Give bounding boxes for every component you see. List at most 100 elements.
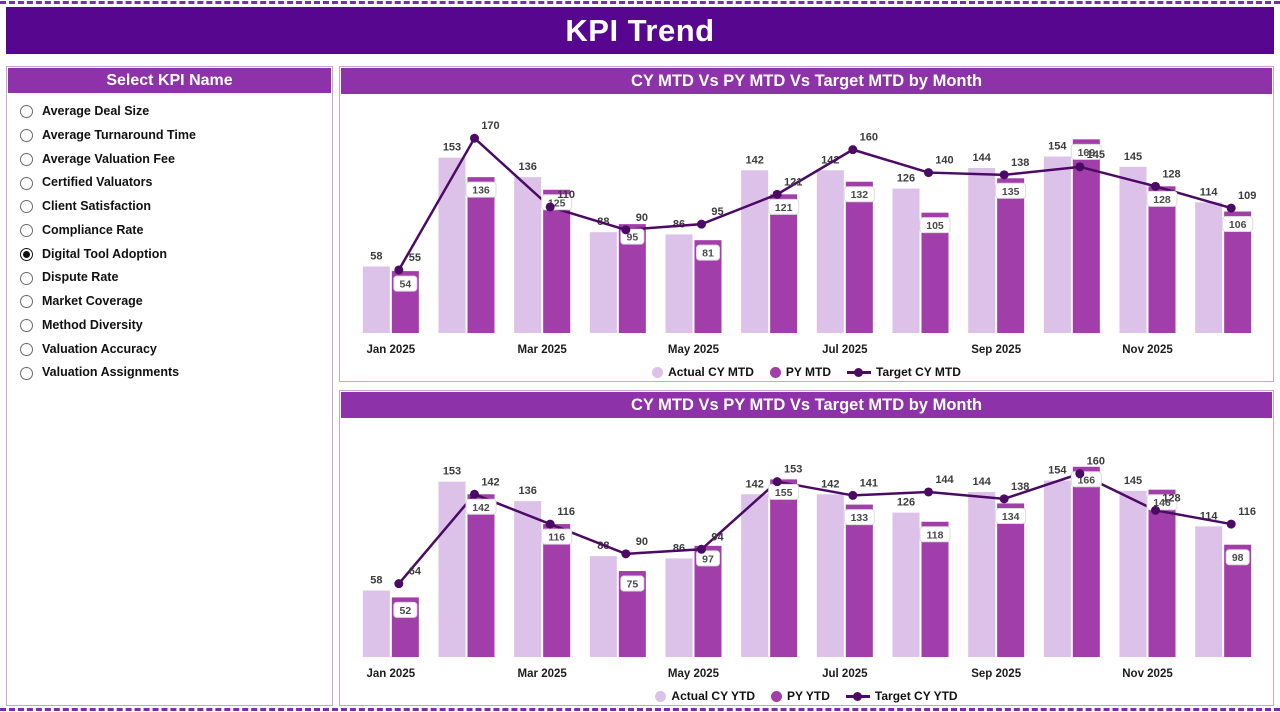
target-marker-4[interactable]: [696, 544, 706, 554]
kpi-option-dispute-rate[interactable]: Dispute Rate: [7, 266, 332, 290]
kpi-option-method-diversity[interactable]: Method Diversity: [7, 314, 332, 338]
x-tick-10: Nov 2025: [1122, 668, 1173, 680]
radio-icon[interactable]: [20, 271, 33, 285]
kpi-option-average-deal-size[interactable]: Average Deal Size: [7, 100, 332, 124]
bar-actual-5[interactable]: [740, 494, 768, 657]
radio-icon[interactable]: [20, 366, 33, 380]
label-target-6: 160: [859, 132, 877, 144]
radio-icon[interactable]: [20, 200, 33, 214]
canvas-selection-border-top: [0, 1, 1280, 4]
bar-py-9[interactable]: [1072, 466, 1100, 657]
target-marker-11[interactable]: [1226, 203, 1236, 213]
label-actual-4: 86: [672, 218, 684, 230]
bar-py-8[interactable]: [996, 178, 1024, 333]
label-py-8: 134: [1001, 511, 1019, 523]
bar-py-8[interactable]: [996, 503, 1024, 657]
radio-icon[interactable]: [20, 342, 33, 356]
chart-body-ytd[interactable]: 58 153 136 88 86 142 142 126 144 154 145 114 52 142 11…: [340, 419, 1273, 683]
bar-actual-8[interactable]: [967, 491, 995, 657]
kpi-option-compliance-rate[interactable]: Compliance Rate: [7, 219, 332, 243]
bar-actual-11[interactable]: [1194, 526, 1222, 657]
target-marker-6[interactable]: [847, 490, 857, 500]
kpi-option-average-turnaround-time[interactable]: Average Turnaround Time: [7, 124, 332, 148]
target-marker-10[interactable]: [1150, 505, 1160, 515]
target-marker-4[interactable]: [696, 219, 706, 229]
radio-icon[interactable]: [20, 152, 33, 166]
kpi-option-certified-valuators[interactable]: Certified Valuators: [7, 171, 332, 195]
bar-py-6[interactable]: [845, 504, 873, 657]
label-actual-10: 145: [1123, 151, 1141, 163]
bar-py-5[interactable]: [769, 479, 797, 657]
target-marker-2[interactable]: [545, 519, 555, 529]
bar-actual-11[interactable]: [1194, 202, 1222, 333]
bar-actual-6[interactable]: [816, 170, 844, 333]
target-marker-5[interactable]: [772, 189, 782, 199]
bar-actual-3[interactable]: [589, 232, 617, 333]
kpi-option-digital-tool-adoption[interactable]: Digital Tool Adoption: [7, 243, 332, 267]
bar-actual-3[interactable]: [589, 556, 617, 657]
target-marker-9[interactable]: [1074, 469, 1084, 479]
target-marker-1[interactable]: [469, 133, 479, 143]
label-py-box-7: [919, 217, 950, 234]
label-actual-5: 142: [745, 478, 763, 490]
bar-py-10[interactable]: [1148, 489, 1175, 657]
bar-py-1[interactable]: [467, 177, 494, 333]
radio-icon[interactable]: [20, 224, 33, 238]
bar-actual-8[interactable]: [967, 167, 995, 333]
bar-actual-6[interactable]: [816, 494, 844, 657]
target-marker-3[interactable]: [620, 225, 630, 235]
target-marker-3[interactable]: [620, 549, 630, 559]
target-marker-7[interactable]: [923, 168, 933, 178]
label-py-2: 116: [548, 532, 565, 544]
radio-icon[interactable]: [20, 295, 33, 309]
kpi-option-valuation-assignments[interactable]: Valuation Assignments: [7, 361, 332, 385]
target-marker-1[interactable]: [469, 489, 479, 499]
bar-actual-10[interactable]: [1119, 490, 1146, 657]
kpi-option-client-satisfaction[interactable]: Client Satisfaction: [7, 195, 332, 219]
bar-actual-1[interactable]: [438, 157, 465, 333]
bar-actual-10[interactable]: [1119, 166, 1146, 333]
bar-actual-9[interactable]: [1043, 480, 1071, 657]
target-marker-7[interactable]: [923, 487, 933, 497]
target-marker-0[interactable]: [393, 579, 403, 589]
bar-actual-4[interactable]: [665, 558, 692, 657]
bar-py-10[interactable]: [1148, 186, 1175, 333]
kpi-option-valuation-accuracy[interactable]: Valuation Accuracy: [7, 338, 332, 362]
chart-body-mtd[interactable]: 58 153 136 88 86 142 142 126 144 154 145 114 54 136 12…: [340, 95, 1273, 359]
bar-py-6[interactable]: [845, 181, 873, 333]
bar-actual-2[interactable]: [513, 177, 541, 333]
target-marker-8[interactable]: [999, 494, 1009, 504]
bar-py-2[interactable]: [542, 524, 570, 657]
label-py-box-4: [695, 550, 720, 567]
bar-actual-0[interactable]: [362, 590, 390, 657]
bar-actual-2[interactable]: [513, 501, 541, 657]
bar-py-2[interactable]: [542, 189, 570, 333]
target-marker-2[interactable]: [545, 202, 555, 212]
radio-selected-icon[interactable]: [20, 247, 33, 261]
radio-icon[interactable]: [20, 319, 33, 333]
bar-actual-0[interactable]: [362, 266, 390, 333]
label-actual-1: 153: [442, 466, 460, 478]
target-marker-11[interactable]: [1226, 519, 1236, 529]
radio-icon[interactable]: [20, 176, 33, 190]
label-py-10: 146: [1153, 497, 1171, 509]
target-marker-6[interactable]: [847, 145, 857, 155]
kpi-option-market-coverage[interactable]: Market Coverage: [7, 290, 332, 314]
kpi-option-average-valuation-fee[interactable]: Average Valuation Fee: [7, 148, 332, 172]
radio-icon[interactable]: [20, 105, 33, 119]
bar-py-5[interactable]: [769, 194, 797, 333]
target-marker-8[interactable]: [999, 170, 1009, 180]
target-marker-9[interactable]: [1074, 162, 1084, 172]
bar-actual-7[interactable]: [892, 512, 919, 657]
radio-icon[interactable]: [20, 129, 33, 143]
target-marker-10[interactable]: [1150, 181, 1160, 191]
bar-py-7[interactable]: [921, 521, 948, 657]
bar-actual-9[interactable]: [1043, 156, 1071, 333]
bar-py-1[interactable]: [467, 494, 494, 657]
label-py-11: 98: [1231, 552, 1243, 564]
bar-actual-5[interactable]: [740, 170, 768, 333]
target-marker-5[interactable]: [772, 477, 782, 487]
bar-actual-4[interactable]: [665, 234, 692, 333]
target-marker-0[interactable]: [393, 265, 403, 275]
bar-actual-7[interactable]: [892, 188, 919, 333]
